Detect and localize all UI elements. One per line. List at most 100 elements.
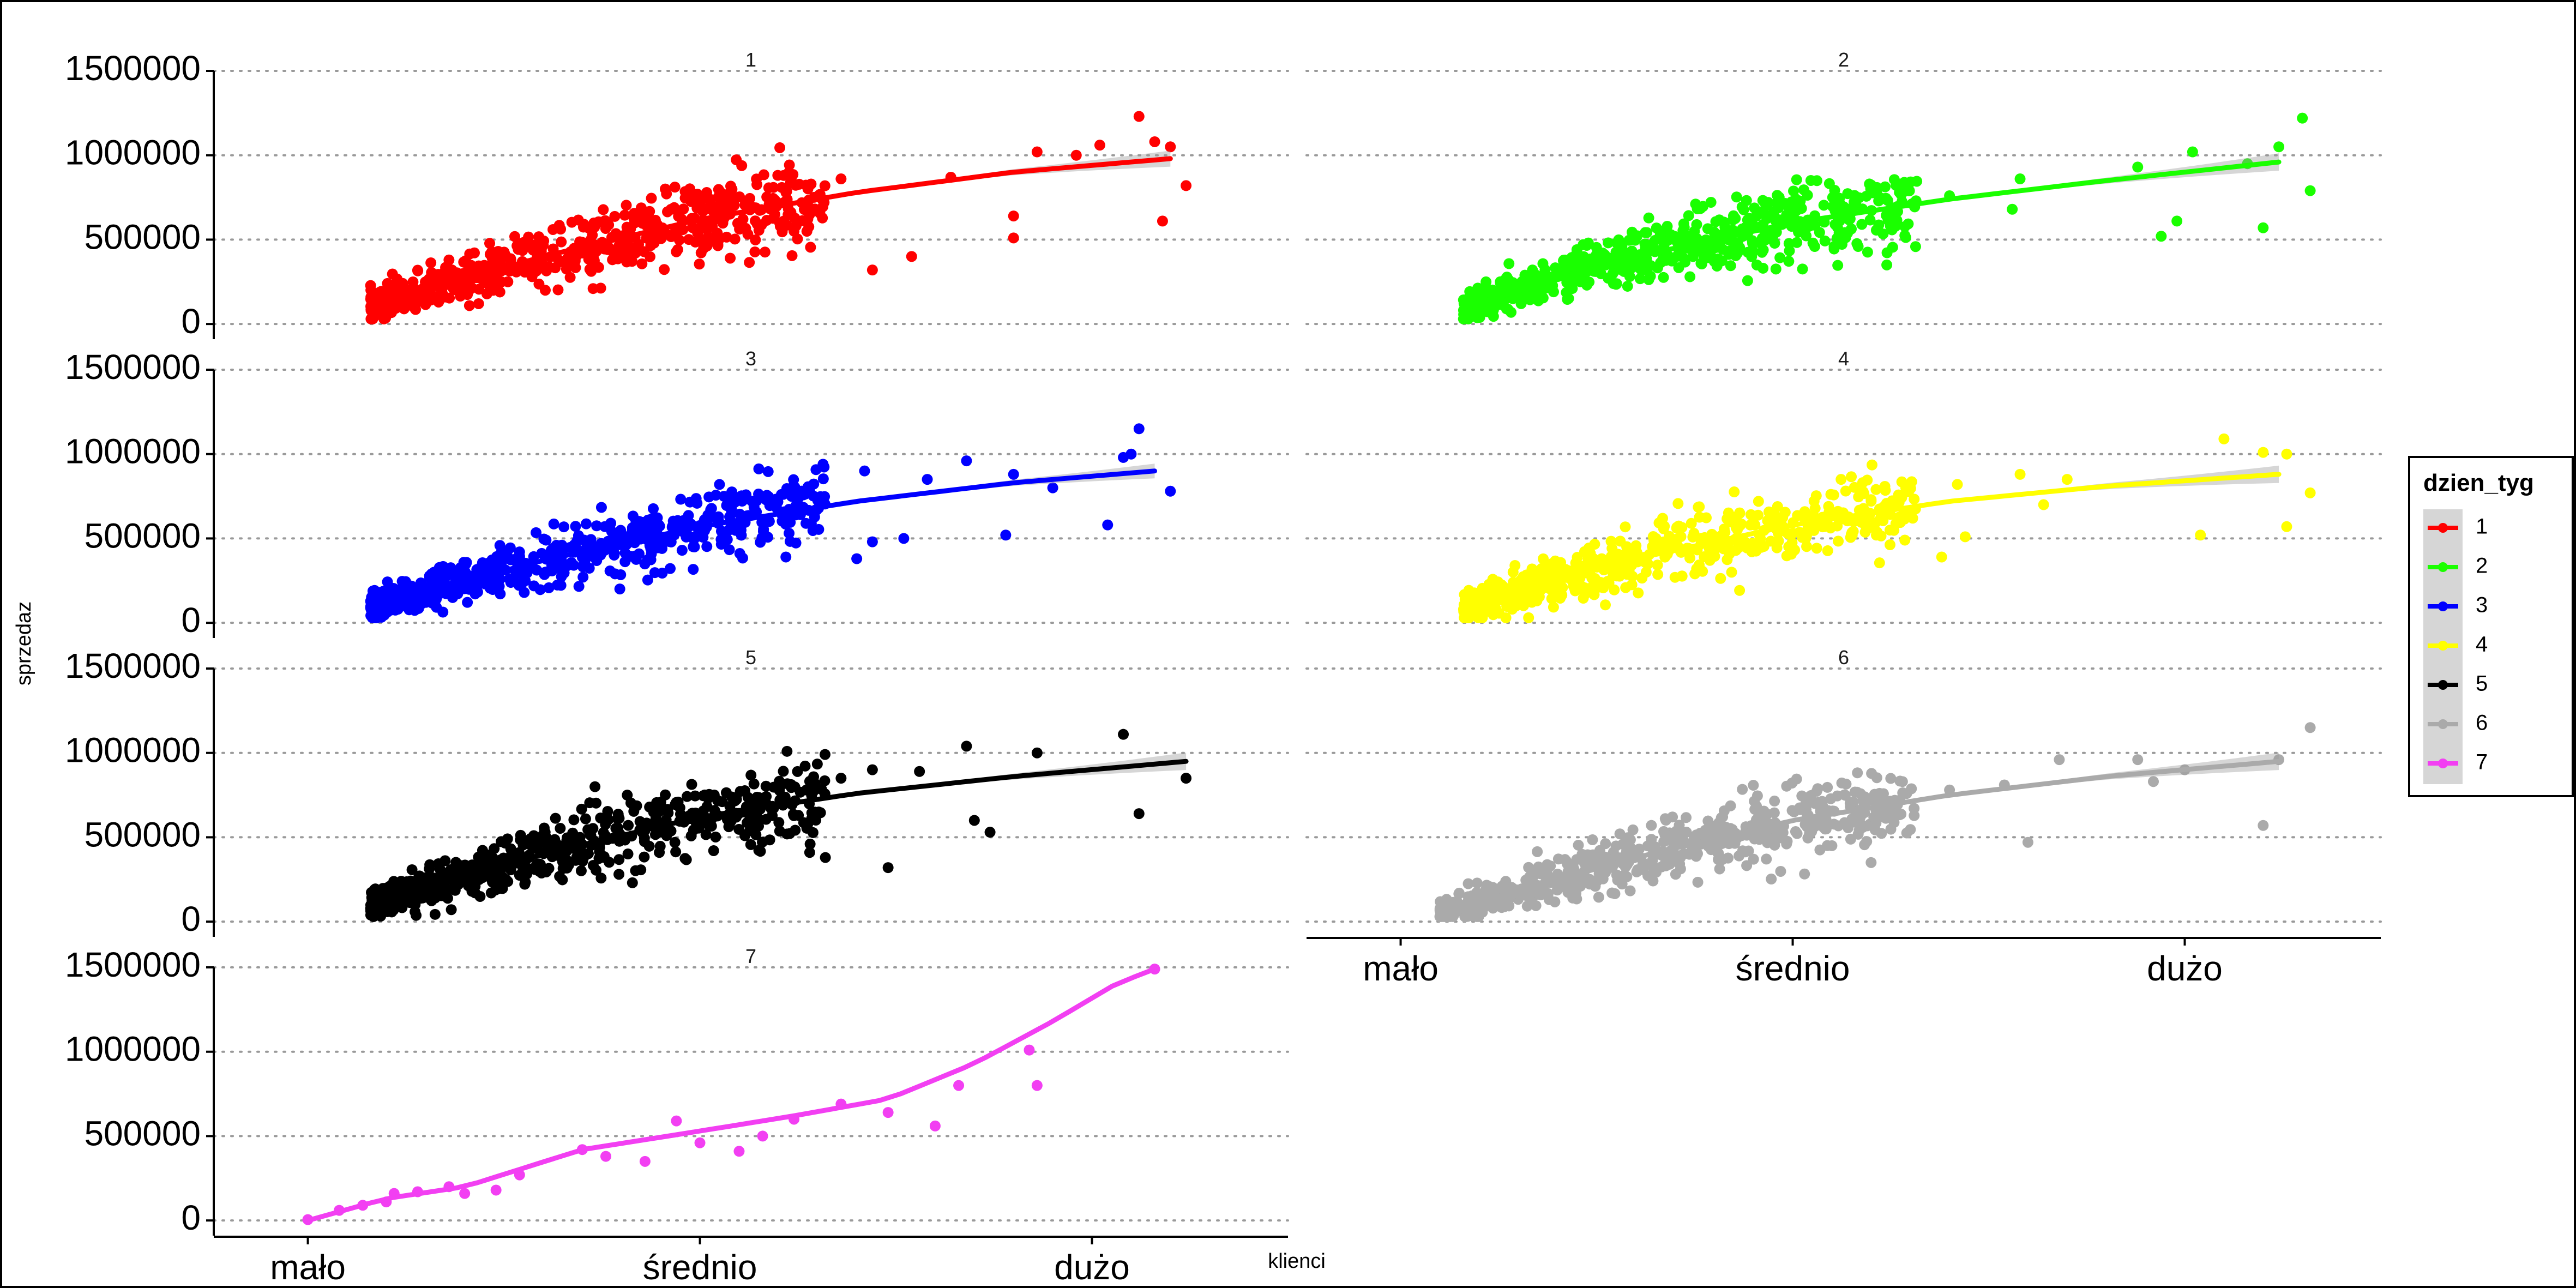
point [1819, 521, 1830, 532]
point [758, 169, 769, 180]
point [1763, 506, 1774, 517]
point [2014, 468, 2026, 480]
point [1576, 260, 1588, 272]
point [724, 544, 735, 556]
point [819, 749, 830, 760]
point [1642, 870, 1654, 881]
point [681, 854, 692, 865]
point [1681, 812, 1692, 823]
point [1526, 597, 1538, 608]
point [1793, 527, 1805, 538]
point [1816, 803, 1828, 815]
point [648, 503, 659, 514]
point [835, 173, 847, 185]
point [575, 865, 587, 876]
point [1600, 599, 1611, 611]
point [660, 789, 671, 801]
point [683, 234, 695, 245]
point [1605, 551, 1617, 562]
point [459, 1188, 471, 1199]
point [1181, 773, 1192, 784]
point [1676, 522, 1688, 533]
point [1862, 474, 1873, 486]
point [411, 910, 422, 921]
point [1797, 263, 1808, 275]
legend-items: 1 2 3 4 5 6 7 [2428, 515, 2488, 774]
point [1783, 256, 1795, 267]
point [2281, 521, 2292, 532]
point [1660, 829, 1672, 841]
trend-line-6 [1437, 759, 2282, 916]
point [665, 563, 676, 574]
point [929, 1120, 941, 1131]
point [712, 795, 724, 806]
point [645, 234, 656, 246]
point [1118, 729, 1129, 740]
point [733, 1146, 745, 1157]
point [384, 881, 395, 892]
point [1521, 293, 1533, 304]
point [718, 491, 730, 502]
point [700, 829, 712, 840]
point [1494, 607, 1505, 619]
point [780, 551, 792, 563]
point [1666, 255, 1677, 267]
point [2061, 474, 2073, 485]
point [1731, 191, 1742, 203]
point [580, 518, 592, 529]
point [819, 491, 830, 502]
point [659, 183, 671, 195]
point [799, 760, 811, 772]
point [511, 240, 523, 251]
point [561, 834, 573, 846]
point [413, 871, 425, 882]
point [1746, 546, 1758, 557]
trend-line-1 [368, 156, 1173, 310]
point [1587, 834, 1598, 845]
point [595, 812, 606, 824]
point [1883, 808, 1894, 820]
point [809, 511, 820, 523]
point [781, 745, 793, 757]
point [1692, 876, 1704, 888]
point [1866, 768, 1877, 779]
point [614, 583, 625, 595]
point [1464, 308, 1476, 319]
point [755, 537, 766, 548]
y-tick-label: 1000000 [65, 432, 201, 471]
point [1872, 793, 1883, 804]
point [663, 807, 674, 818]
point [615, 569, 627, 580]
point [2054, 754, 2065, 766]
point [735, 786, 746, 797]
point [419, 276, 431, 288]
point [701, 541, 713, 552]
point [786, 250, 798, 261]
point [509, 231, 520, 242]
point [636, 258, 648, 269]
point [1582, 237, 1594, 249]
point [688, 564, 699, 575]
point [490, 1184, 502, 1196]
point [563, 252, 575, 263]
point [493, 573, 505, 585]
point [1535, 889, 1546, 901]
point [1910, 241, 1921, 252]
point [1851, 238, 1863, 249]
x-tick-label: dużo [1054, 1248, 1130, 1287]
point [1725, 800, 1736, 811]
point [394, 901, 405, 912]
point [539, 285, 551, 296]
point [1773, 535, 1784, 547]
point [914, 766, 925, 777]
point [694, 1137, 706, 1148]
point [602, 805, 613, 817]
point [1756, 246, 1768, 258]
point [1694, 511, 1705, 523]
point [1710, 844, 1722, 855]
legend-label-5: 5 [2476, 672, 2488, 696]
legend-label-2: 2 [2476, 554, 2488, 578]
point [749, 796, 760, 807]
point [713, 184, 724, 195]
point [1791, 828, 1803, 839]
